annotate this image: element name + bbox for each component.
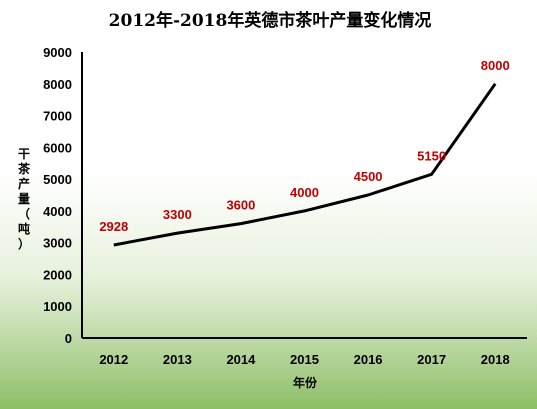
y-tick-label: 0: [65, 331, 72, 346]
data-label: 5150: [417, 148, 446, 163]
x-axis-ticks: 2012 2013 2014 2015 2016 2017 2018: [99, 352, 509, 367]
y-tick-label: 2000: [43, 267, 72, 282]
y-tick-label: 7000: [43, 109, 72, 124]
y-axis-title-char: 吨: [18, 221, 30, 236]
y-axis-title-char: ）: [18, 236, 30, 251]
x-tick-label: 2012: [99, 352, 128, 367]
x-tick-label: 2018: [481, 352, 510, 367]
data-label: 4500: [354, 169, 383, 184]
y-axis-title-char: 茶: [17, 161, 31, 176]
y-tick-label: 8000: [43, 77, 72, 92]
x-tick-label: 2014: [226, 352, 256, 367]
y-tick-label: 3000: [43, 236, 72, 251]
x-tick-label: 2015: [290, 352, 319, 367]
y-axis-ticks: 0 1000 2000 3000 4000 5000 6000 7000 8000 9000: [43, 45, 72, 346]
chart-title: 2012年-2018年英德市茶叶产量变化情况: [109, 10, 432, 31]
data-label: 8000: [481, 58, 510, 73]
x-axis-title: 年份: [293, 375, 318, 390]
y-axis-title-char: 量: [18, 192, 30, 206]
data-labels: 2928 3300 3600 4000 4500 5150 8000: [99, 58, 509, 234]
y-tick-label: 6000: [43, 140, 72, 155]
data-label: 3600: [226, 198, 255, 213]
series-line: [113, 82, 497, 247]
y-axis-title-char: 产: [18, 176, 30, 191]
y-tick-label: 4000: [43, 204, 72, 219]
x-tick-label: 2016: [354, 352, 383, 367]
y-axis-title-char: 干: [18, 147, 30, 161]
data-label: 2928: [99, 219, 128, 234]
x-tick-label: 2013: [163, 352, 192, 367]
data-label: 3300: [163, 207, 192, 222]
x-tick-label: 2017: [417, 352, 446, 367]
data-label: 4000: [290, 185, 319, 200]
y-tick-label: 1000: [43, 299, 72, 314]
y-axis-title-char: （: [18, 206, 30, 221]
y-tick-label: 9000: [43, 45, 72, 60]
y-tick-label: 5000: [43, 172, 72, 187]
